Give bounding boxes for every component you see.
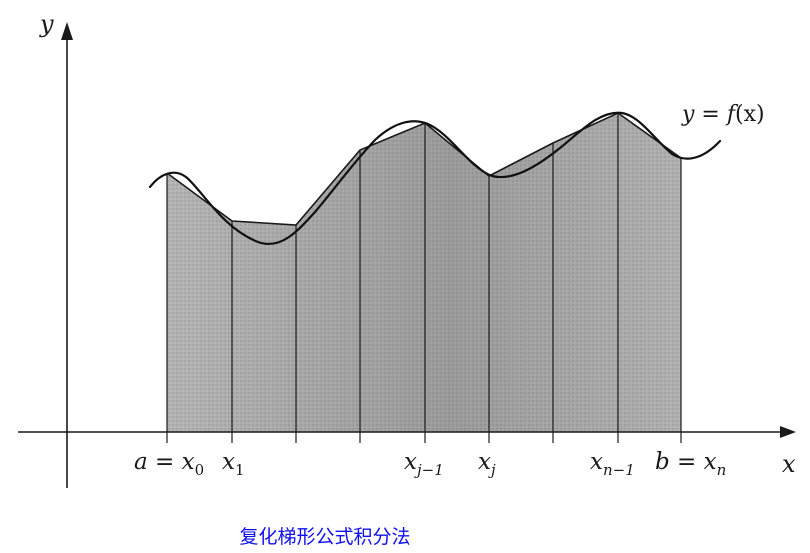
tick-label-xj-minus-1: xj−1 (404, 449, 444, 479)
tick-label-x0: a = x0 (134, 449, 204, 479)
curve-label: y = f(x) (681, 102, 765, 127)
shading-gradient (167, 113, 681, 432)
x-axis-arrow-icon (780, 426, 796, 438)
curve-label-arg: (x) (735, 102, 765, 127)
y-axis-label: y (39, 10, 54, 38)
y-axis (61, 22, 73, 488)
curve-label-prefix: y = (681, 102, 727, 127)
function-curve (148, 111, 722, 245)
y-axis-arrow-icon (61, 22, 73, 40)
tick-label-x1: x1 (222, 449, 245, 479)
tick-marks (166, 432, 682, 443)
x-axis-label: x (782, 450, 796, 478)
x-axis (18, 426, 796, 438)
partition-lines (166, 113, 682, 432)
tick-label-xn: b = xn (655, 449, 726, 479)
tick-label-xj: xj (478, 449, 496, 479)
tick-label-xn-minus-1: xn−1 (590, 449, 635, 479)
figure-caption: 复化梯形公式积分法 (239, 526, 411, 548)
